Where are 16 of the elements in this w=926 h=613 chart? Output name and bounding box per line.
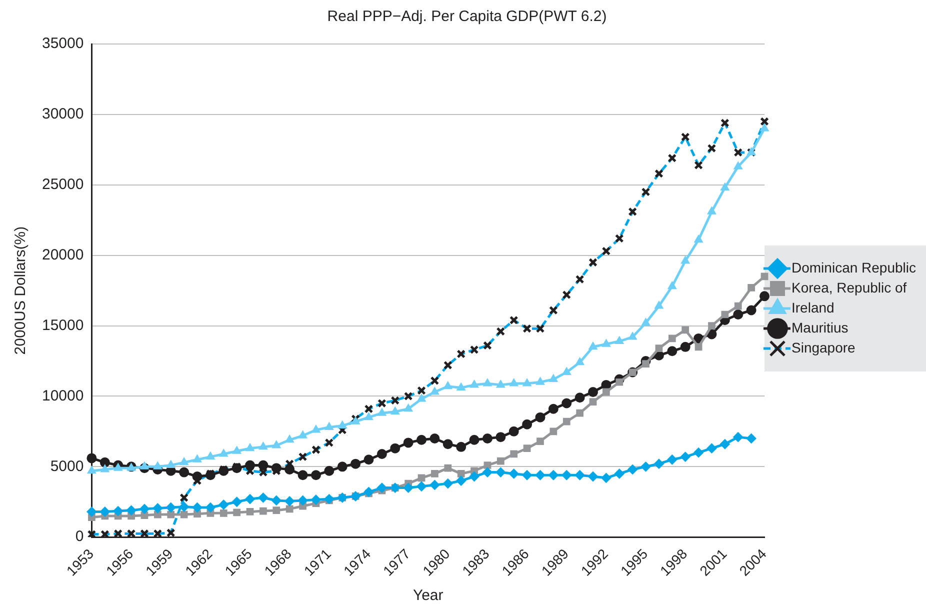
y-tick-label: 30000 xyxy=(42,106,84,123)
legend-label: Korea, Republic of xyxy=(791,279,907,296)
y-tick-label: 5000 xyxy=(50,458,84,475)
y-tick-label: 20000 xyxy=(42,246,84,264)
y-tick-label: 0 xyxy=(75,528,84,546)
y-tick-label: 35000 xyxy=(42,35,84,52)
chart-title: Real PPP−Adj. Per Capita GDP(PWT 6.2) xyxy=(327,8,607,26)
legend-label: Singapore xyxy=(791,339,856,356)
legend-label: Ireland xyxy=(791,299,834,316)
y-tick-label: 10000 xyxy=(42,387,84,404)
y-tick-label: 15000 xyxy=(42,316,84,334)
y-axis-title: 2000US Dollars(%) xyxy=(12,226,30,355)
y-tick-label: 25000 xyxy=(42,176,84,194)
legend-label: Dominican Republic xyxy=(791,259,916,276)
x-axis-title: Year xyxy=(412,587,444,604)
legend-label: Mauritius xyxy=(791,319,848,336)
